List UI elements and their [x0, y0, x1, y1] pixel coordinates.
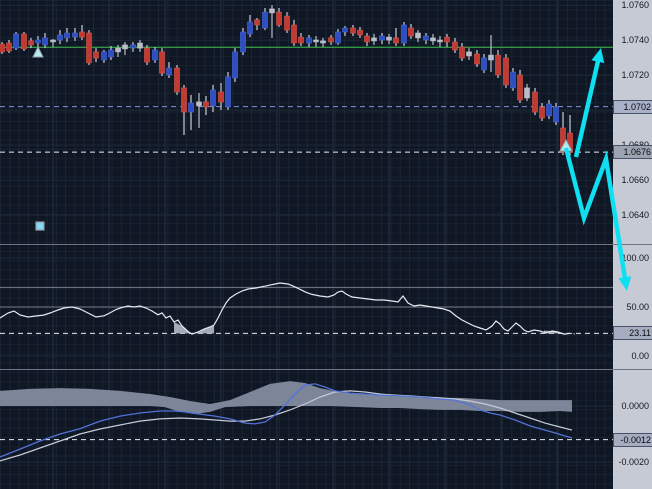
price-axis[interactable]: 1.0760 1.0740 1.0720 1.0680 1.0660 1.0640 100.…: [613, 0, 652, 489]
axis-label--0.0020: -0.0020: [618, 456, 649, 467]
axis-divider: [613, 244, 652, 245]
axis-label-1.0660: 1.0660: [621, 174, 649, 185]
axis-label-1.0760: 1.0760: [621, 0, 649, 10]
axis-divider: [613, 369, 652, 370]
level-price-badge: 1.0702: [613, 99, 652, 114]
bid-price-badge: 1.0676: [613, 145, 652, 160]
chart-canvas[interactable]: [0, 0, 613, 489]
oscillator-value-badge: 23.11: [613, 326, 652, 341]
axis-label-50.00: 50.00: [626, 301, 649, 312]
axis-label-100.00: 100.00: [621, 252, 649, 263]
axis-label-1.0740: 1.0740: [621, 34, 649, 45]
axis-label-1.0720: 1.0720: [621, 69, 649, 80]
axis-label-1.0640: 1.0640: [621, 209, 649, 220]
axis-label-1.0680: 1.0680: [613, 140, 652, 151]
axis-label-0.0000: 0.0000: [621, 400, 649, 411]
axis-label-0.00: 0.00: [631, 350, 649, 361]
macd-value-badge: -0.0012: [613, 432, 652, 447]
